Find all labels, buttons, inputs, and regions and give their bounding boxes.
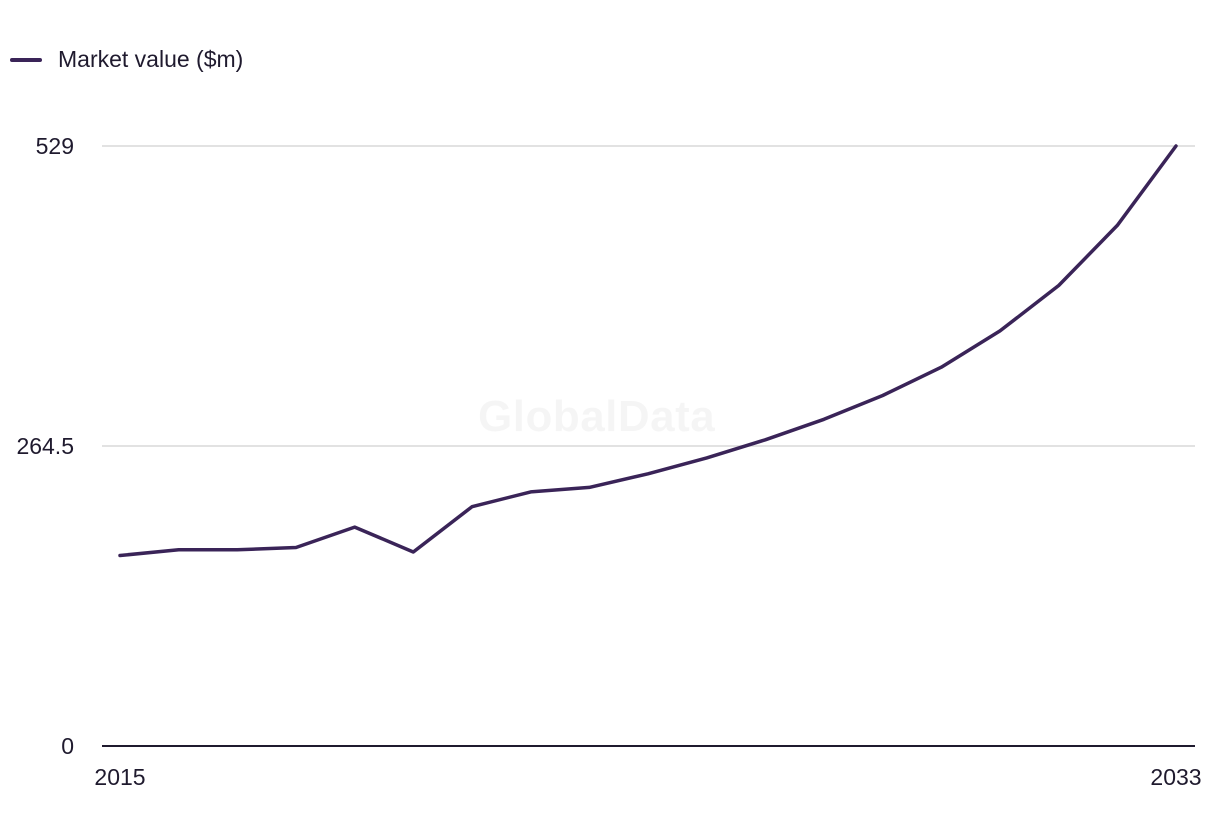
x-tick-label: 2015 bbox=[94, 764, 145, 790]
legend: Market value ($m) bbox=[10, 46, 243, 73]
y-tick-label: 264.5 bbox=[16, 433, 74, 459]
x-tick-label: 2033 bbox=[1150, 764, 1201, 790]
y-tick-label: 529 bbox=[36, 133, 74, 159]
series-line bbox=[118, 144, 1178, 558]
legend-label: Market value ($m) bbox=[58, 46, 244, 72]
y-tick-label: 0 bbox=[61, 733, 74, 759]
legend-swatch bbox=[10, 57, 42, 62]
